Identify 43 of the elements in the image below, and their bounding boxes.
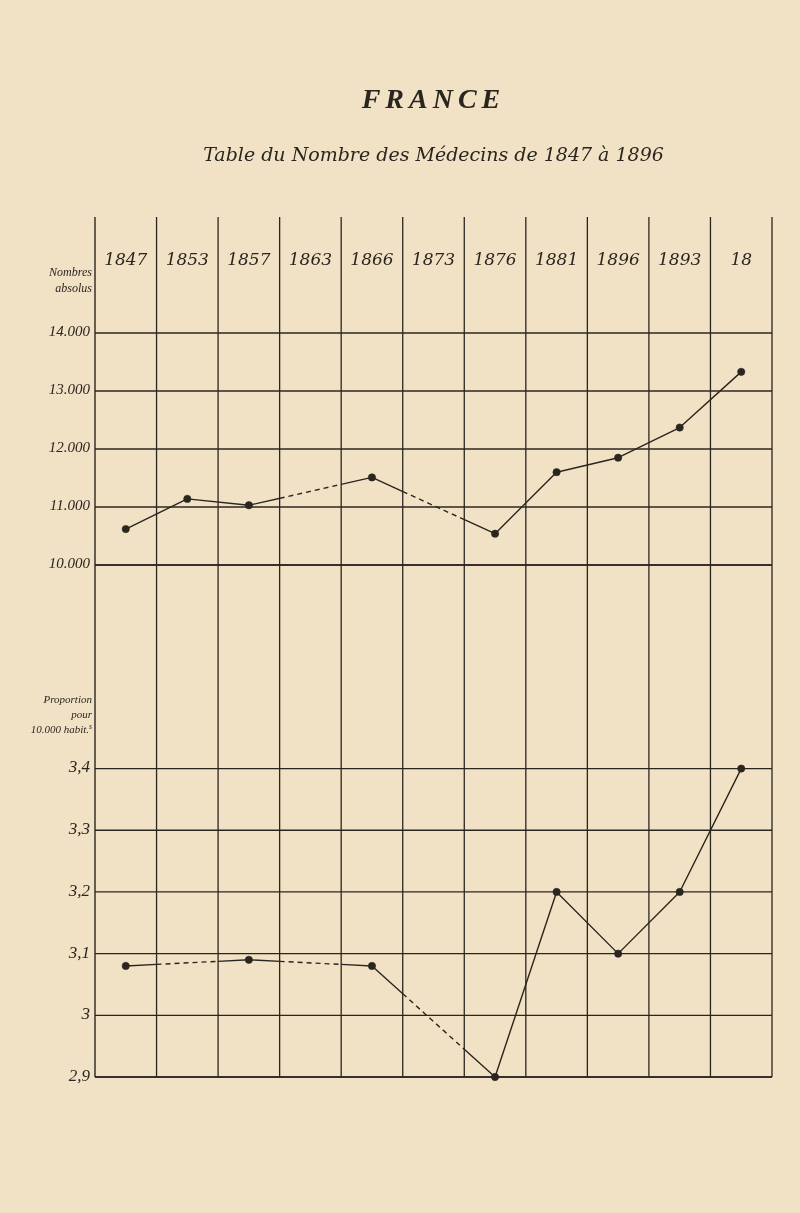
point [675,887,684,896]
point [552,887,561,896]
y-tick-label: 10.000 [48,555,91,572]
x-tick-label: 1847 [104,248,148,269]
x-tick-label: 1873 [411,248,456,269]
x-tick-label: 1863 [288,248,333,269]
x-tick-label: 1866 [350,248,394,269]
chart-title: FRANCE [360,83,506,114]
point [737,764,746,773]
x-tick-label: 1893 [658,248,702,269]
y-tick-label: 11.000 [49,497,91,514]
point [675,423,684,432]
y-axis-title: Proportion pour 10.000 habit.$^{s}$ [30,693,93,735]
x-tick-label: 1876 [473,248,517,269]
point [491,1073,499,1081]
point [491,529,499,538]
y-tick-label: 3 [80,1004,90,1024]
y-tick-label: 3,3 [67,819,90,839]
y-tick-label: 3,2 [67,880,91,900]
y-tick-label: 14.000 [48,323,91,340]
point [614,949,623,958]
point [244,501,253,510]
point [552,468,561,477]
point [183,494,192,503]
y-axis-title: Nombres absolus [48,265,93,295]
chart-subtitle: Table du Nombre des Médecins de 1847 à 1896 [203,143,664,165]
point [121,525,130,533]
point [368,962,376,970]
point [737,367,746,376]
x-tick-label: 1857 [227,248,271,269]
y-tick-label: 2,9 [68,1065,91,1085]
point [121,962,130,970]
y-tick-label: 3,4 [67,757,91,777]
point [368,473,376,482]
y-tick-label: 3,1 [67,942,90,962]
y-tick-label: 12.000 [48,439,91,456]
x-tick-label: 18 [730,248,753,269]
point [614,453,623,462]
x-tick-label: 1896 [596,248,640,269]
point [244,955,253,964]
x-tick-label: 1881 [534,248,579,269]
x-tick-label: 1853 [165,248,209,269]
y-tick-label: 13.000 [48,381,91,398]
